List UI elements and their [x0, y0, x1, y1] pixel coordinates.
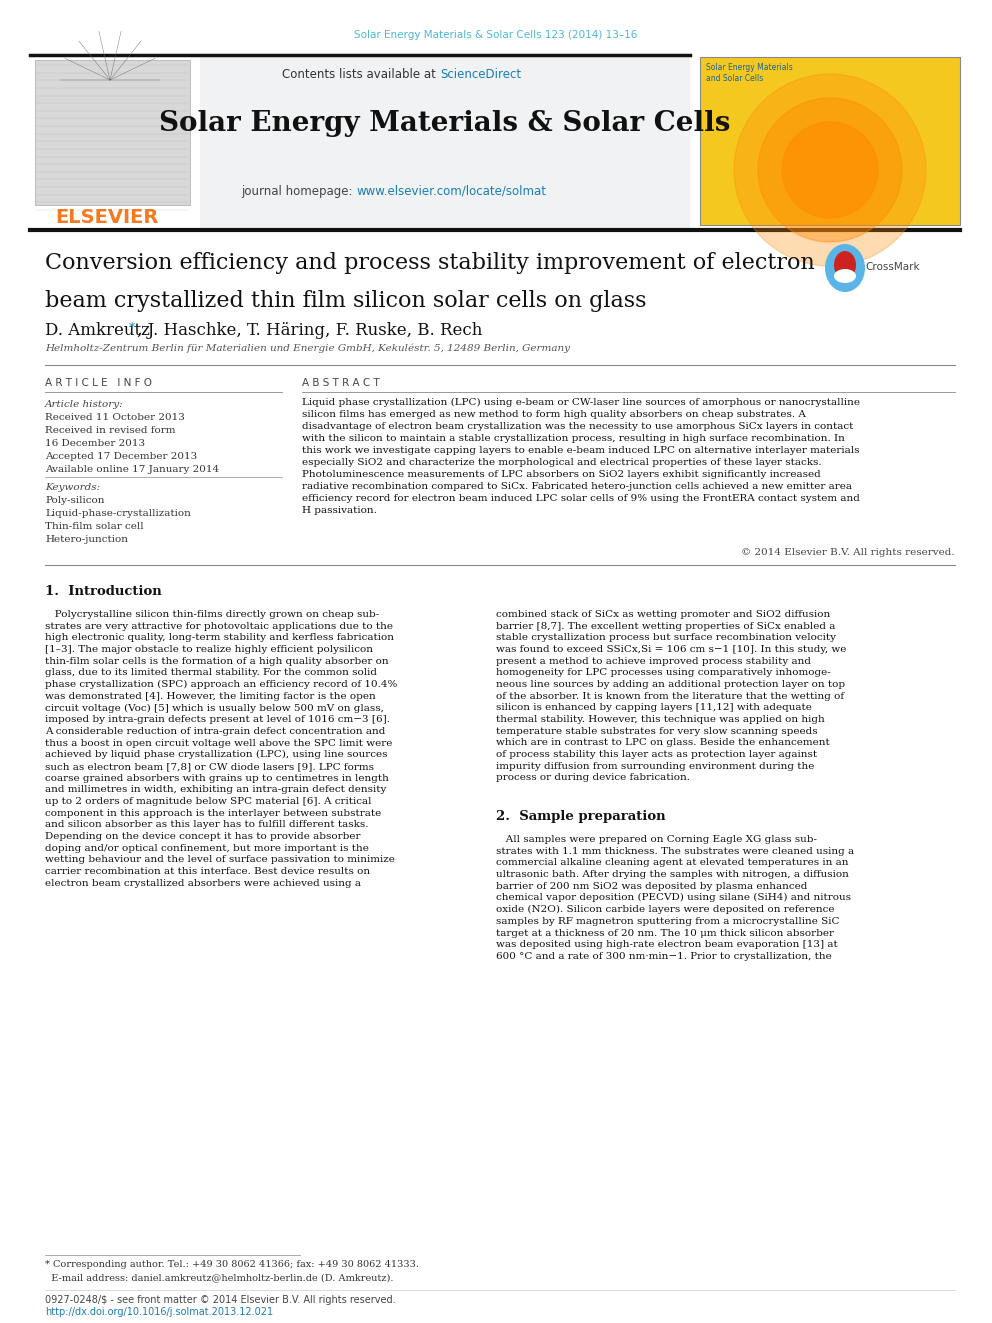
Text: www.elsevier.com/locate/solmat: www.elsevier.com/locate/solmat — [356, 185, 546, 198]
Text: Thin-film solar cell: Thin-film solar cell — [45, 523, 144, 531]
Text: Polycrystalline silicon thin-films directly grown on cheap sub-
strates are very: Polycrystalline silicon thin-films direc… — [45, 610, 398, 888]
Text: Liquid phase crystallization (LPC) using e-beam or CW-laser line sources of amor: Liquid phase crystallization (LPC) using… — [302, 398, 860, 515]
Text: © 2014 Elsevier B.V. All rights reserved.: © 2014 Elsevier B.V. All rights reserved… — [741, 548, 955, 557]
Text: 0927-0248/$ - see front matter © 2014 Elsevier B.V. All rights reserved.: 0927-0248/$ - see front matter © 2014 El… — [45, 1295, 396, 1304]
Text: , J. Haschke, T. Häring, F. Ruske, B. Rech: , J. Haschke, T. Häring, F. Ruske, B. Re… — [137, 321, 482, 339]
Bar — [30, 56, 200, 230]
Text: http://dx.doi.org/10.1016/j.solmat.2013.12.021: http://dx.doi.org/10.1016/j.solmat.2013.… — [45, 1307, 273, 1316]
Ellipse shape — [834, 251, 856, 279]
Text: * Corresponding author. Tel.: +49 30 8062 41366; fax: +49 30 8062 41333.: * Corresponding author. Tel.: +49 30 806… — [45, 1259, 419, 1269]
Text: Keywords:: Keywords: — [45, 483, 100, 492]
Text: Accepted 17 December 2013: Accepted 17 December 2013 — [45, 452, 197, 460]
Text: Poly-silicon: Poly-silicon — [45, 496, 104, 505]
Text: *: * — [129, 321, 135, 335]
Ellipse shape — [834, 269, 856, 283]
Text: Available online 17 January 2014: Available online 17 January 2014 — [45, 464, 219, 474]
Text: Conversion efficiency and process stability improvement of electron: Conversion efficiency and process stabil… — [45, 251, 814, 274]
Text: Hetero-junction: Hetero-junction — [45, 534, 128, 544]
Text: 1.  Introduction: 1. Introduction — [45, 585, 162, 598]
Text: Solar Energy Materials & Solar Cells 123 (2014) 13–16: Solar Energy Materials & Solar Cells 123… — [354, 30, 638, 40]
Text: All samples were prepared on Corning Eagle XG glass sub-
strates with 1.1 mm thi: All samples were prepared on Corning Eag… — [496, 835, 854, 960]
Text: journal homepage:: journal homepage: — [241, 185, 356, 198]
Ellipse shape — [825, 243, 865, 292]
Text: 16 December 2013: 16 December 2013 — [45, 439, 145, 448]
Text: beam crystallized thin film silicon solar cells on glass: beam crystallized thin film silicon sola… — [45, 290, 647, 312]
Bar — [35, 60, 190, 205]
Text: ELSEVIER: ELSEVIER — [55, 208, 159, 228]
Text: Liquid-phase-crystallization: Liquid-phase-crystallization — [45, 509, 190, 519]
Text: Received 11 October 2013: Received 11 October 2013 — [45, 413, 185, 422]
Text: Received in revised form: Received in revised form — [45, 426, 176, 435]
Text: CrossMark: CrossMark — [865, 262, 920, 273]
Text: A R T I C L E   I N F O: A R T I C L E I N F O — [45, 378, 152, 388]
Text: Helmholtz-Zentrum Berlin für Materialien und Energie GmbH, Kekuléstr. 5, 12489 B: Helmholtz-Zentrum Berlin für Materialien… — [45, 344, 570, 353]
Text: Article history:: Article history: — [45, 400, 124, 409]
Circle shape — [758, 98, 902, 242]
Text: 2.  Sample preparation: 2. Sample preparation — [496, 810, 666, 823]
Text: ScienceDirect: ScienceDirect — [440, 67, 521, 81]
Text: combined stack of SiCx as wetting promoter and SiO2 diffusion
barrier [8,7]. The: combined stack of SiCx as wetting promot… — [496, 610, 846, 782]
Text: A B S T R A C T: A B S T R A C T — [302, 378, 380, 388]
Bar — [700, 57, 960, 225]
Text: Solar Energy Materials
and Solar Cells: Solar Energy Materials and Solar Cells — [706, 64, 793, 83]
Circle shape — [734, 74, 926, 266]
Bar — [200, 56, 690, 230]
Circle shape — [782, 122, 878, 218]
Text: Solar Energy Materials & Solar Cells: Solar Energy Materials & Solar Cells — [160, 110, 731, 138]
Text: Contents lists available at: Contents lists available at — [283, 67, 440, 81]
Text: D. Amkreutz: D. Amkreutz — [45, 321, 150, 339]
Text: E-mail address: daniel.amkreutz@helmholtz-berlin.de (D. Amkreutz).: E-mail address: daniel.amkreutz@helmholt… — [45, 1273, 394, 1282]
